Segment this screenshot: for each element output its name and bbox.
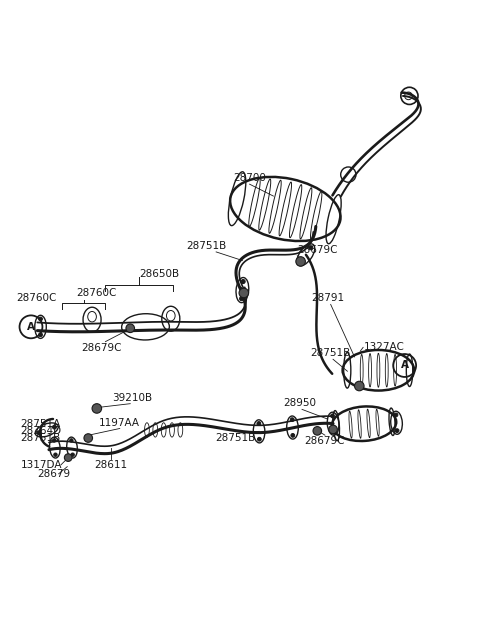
Text: 28751B: 28751B: [215, 433, 255, 443]
Circle shape: [64, 454, 72, 461]
Circle shape: [394, 413, 398, 417]
Text: 28679C: 28679C: [305, 436, 345, 446]
Text: 28751B: 28751B: [186, 241, 227, 251]
Text: 28679C: 28679C: [297, 245, 338, 255]
Circle shape: [299, 260, 303, 264]
Text: A: A: [401, 361, 408, 371]
Text: 1327AC: 1327AC: [364, 342, 405, 352]
Circle shape: [92, 404, 102, 413]
Text: 28950: 28950: [283, 398, 316, 408]
Text: 28650B: 28650B: [139, 269, 179, 279]
Circle shape: [240, 297, 244, 300]
Text: 28679: 28679: [37, 470, 70, 480]
Circle shape: [37, 431, 41, 434]
Circle shape: [331, 414, 335, 418]
Circle shape: [313, 426, 322, 435]
Circle shape: [241, 279, 245, 284]
Text: 28751B: 28751B: [21, 433, 61, 443]
Text: A: A: [27, 322, 35, 332]
Circle shape: [355, 381, 364, 391]
Text: 28751A: 28751A: [21, 419, 61, 429]
Text: 28760C: 28760C: [16, 293, 56, 303]
Circle shape: [52, 425, 57, 429]
Circle shape: [84, 434, 93, 443]
Circle shape: [290, 418, 294, 421]
Circle shape: [71, 453, 74, 456]
Circle shape: [239, 288, 249, 298]
Text: 28751B: 28751B: [311, 348, 351, 358]
Circle shape: [296, 257, 305, 266]
Circle shape: [309, 245, 313, 250]
Text: 1197AA: 1197AA: [99, 418, 140, 428]
Text: 28764D: 28764D: [21, 426, 61, 436]
Circle shape: [291, 434, 295, 438]
Circle shape: [70, 439, 73, 442]
Circle shape: [52, 439, 56, 442]
Circle shape: [332, 429, 336, 433]
Circle shape: [54, 453, 57, 456]
Circle shape: [257, 421, 261, 426]
Circle shape: [257, 438, 261, 441]
Text: 28700: 28700: [233, 173, 266, 183]
Text: 28679C: 28679C: [81, 342, 122, 352]
Circle shape: [395, 429, 399, 433]
Text: 39210B: 39210B: [113, 393, 153, 403]
Text: 28760C: 28760C: [77, 288, 117, 298]
Circle shape: [329, 425, 337, 434]
Circle shape: [38, 333, 42, 337]
Circle shape: [126, 324, 134, 332]
Circle shape: [38, 317, 42, 321]
Text: 1317DA: 1317DA: [21, 459, 62, 470]
Text: 28791: 28791: [312, 294, 345, 304]
Text: 28611: 28611: [95, 459, 128, 470]
